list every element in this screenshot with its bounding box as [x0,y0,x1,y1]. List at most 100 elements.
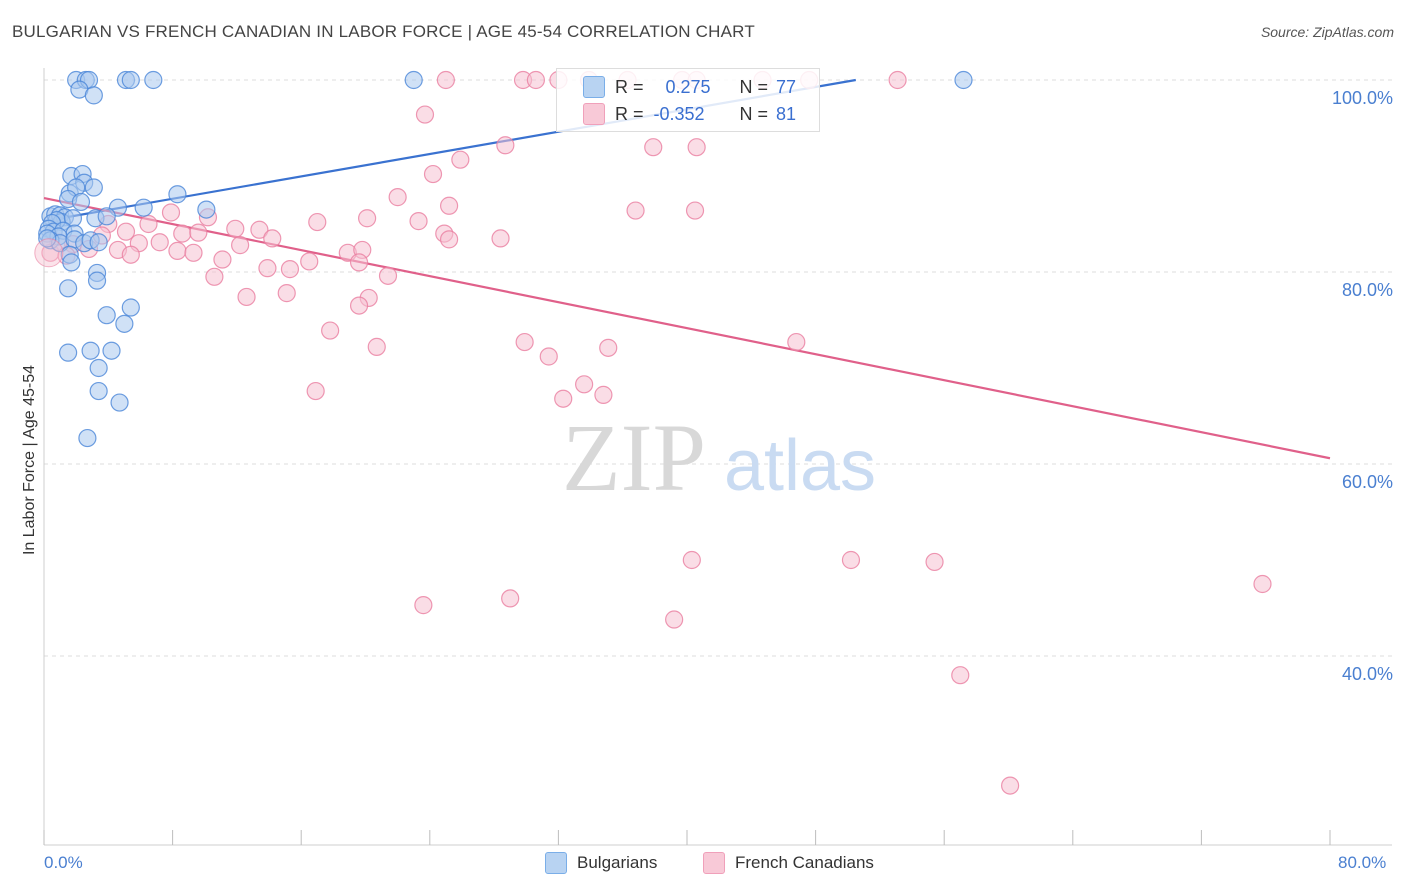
point-bulgarians [168,185,187,204]
point-french-canadians [263,229,282,248]
point-french-canadians [951,666,970,685]
point-bulgarians [115,314,134,333]
point-french-canadians [515,332,534,352]
point-french-canadians [1253,574,1272,594]
source-label: Source: ZipAtlas.com [1260,24,1394,40]
legend-label-bulgarians: Bulgarians [577,853,658,872]
point-french-canadians [925,552,944,572]
point-french-canadians [184,243,203,262]
point-french-canadians [349,253,369,272]
point-bulgarians [144,70,163,90]
point-french-canadians [501,589,520,608]
point-bulgarians [954,70,973,90]
point-french-canadians [451,150,470,169]
point-french-canadians [231,236,250,255]
y-tick-label: 40.0% [1342,664,1393,684]
point-french-canadians [841,550,861,570]
point-french-canadians [685,201,705,220]
point-bulgarians [59,279,78,298]
point-french-canadians [277,284,296,303]
point-bulgarians [89,381,108,401]
point-bulgarians [84,86,103,105]
point-bulgarians [89,233,108,252]
legend-row-french-canadians: R = -0.352 N = 81 [583,101,797,127]
point-bulgarians [97,207,116,226]
legend-n-label: N = [739,103,769,124]
point-french-canadians [237,287,256,307]
legend-r-value: -0.352 [653,103,705,124]
point-bulgarians [78,428,97,448]
legend-swatch-french-canadians [583,103,605,125]
point-bulgarians [102,341,121,360]
point-french-canadians [349,296,369,315]
legend-n-label: N = [739,76,769,97]
point-french-canadians [258,259,277,278]
legend-n-value: 77 [776,76,797,97]
point-french-canadians [436,70,455,90]
point-french-canadians [161,203,181,222]
point-bulgarians [87,271,107,290]
x-tick-min: 0.0% [44,853,83,872]
point-bulgarians [62,253,81,272]
point-french-canadians [388,188,407,207]
point-french-canadians [116,222,136,241]
point-french-canadians [321,321,340,340]
point-french-canadians [168,241,187,260]
point-french-canadians [626,201,645,220]
y-tick-label: 100.0% [1332,88,1393,108]
point-french-canadians [491,229,510,248]
point-french-canadians [121,245,140,264]
trend-lines [43,78,1331,460]
watermark-atlas: atlas [724,426,876,506]
point-bulgarians [71,192,91,212]
trend-line-french-canadians [43,197,1331,460]
point-bulgarians [97,306,116,325]
legend-n-value: 81 [776,103,797,124]
point-french-canadians [439,230,459,249]
point-french-canadians [358,209,377,228]
point-french-canadians [1001,776,1020,795]
grid-lines [44,79,1392,657]
point-french-canadians [414,596,433,615]
point-french-canadians [439,196,459,215]
point-french-canadians [280,260,300,279]
legend-r-value: 0.275 [665,76,711,97]
point-french-canadians [139,214,158,234]
point-bulgarians [121,298,140,317]
legend-item-bulgarians[interactable]: Bulgarians [545,852,657,874]
axes [43,68,1392,846]
point-french-canadians [300,252,319,271]
point-french-canadians [308,212,327,232]
point-french-canadians [306,381,325,401]
point-french-canadians [599,338,618,357]
point-french-canadians [378,266,398,285]
y-axis-label: In Labor Force | Age 45-54 [21,364,38,556]
point-french-canadians [250,220,269,239]
watermark: ZIP atlas [562,404,876,511]
x-tick-max: 80.0% [1338,853,1387,872]
legend-item-french-canadians[interactable]: French Canadians [703,852,874,874]
point-french-canadians [682,550,701,570]
point-french-canadians [687,138,706,157]
point-french-canadians [594,385,613,404]
point-french-canadians [665,610,684,629]
point-french-canadians [415,105,435,124]
point-bulgarians [110,393,129,412]
point-french-canadians [496,136,515,155]
legend-r-label: R = [615,76,644,97]
y-tick-label: 60.0% [1342,472,1393,492]
point-french-canadians [226,219,245,238]
legend-swatch-bulgarians [583,76,605,98]
point-bulgarians [59,343,78,362]
legend-swatch-french-canadians [703,852,725,874]
point-bulgarians [81,341,100,360]
point-french-canadians [173,224,192,243]
point-french-canadians [189,223,208,242]
point-bulgarians [84,178,103,197]
point-french-canadians [409,212,428,231]
legend-r-label: R = [615,103,644,124]
y-tick-labels: 100.0% 80.0% 60.0% 40.0% [1332,88,1393,684]
point-french-canadians [888,70,907,90]
scatter-points [34,70,1272,795]
